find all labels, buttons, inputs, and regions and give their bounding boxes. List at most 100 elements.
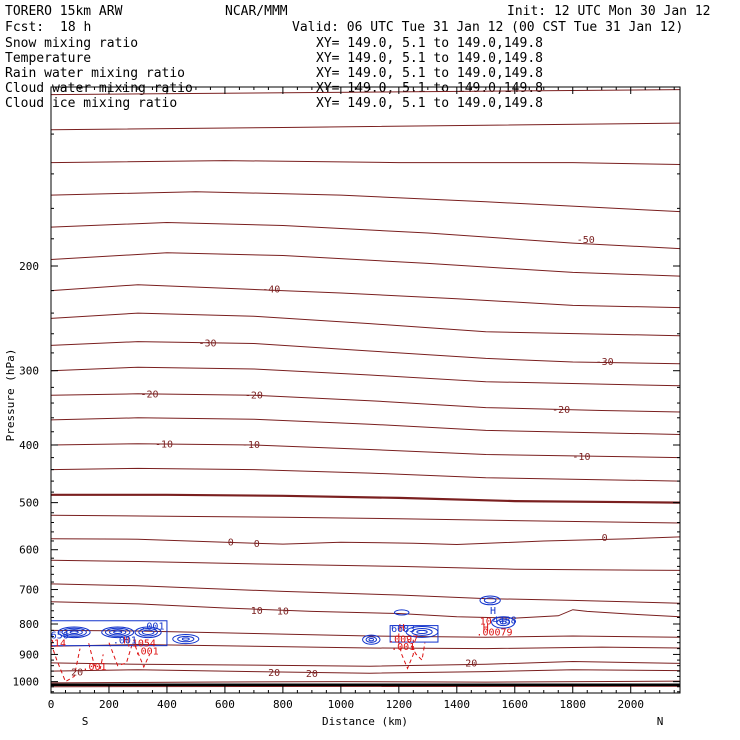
cloud-contour	[65, 629, 83, 636]
rain-label: .1054	[126, 638, 156, 649]
temperature-contour	[51, 559, 680, 571]
temperature-label: 20	[268, 668, 280, 679]
model-title: TORERO 15km ARW	[5, 4, 123, 19]
cloud-contour	[368, 637, 375, 642]
temperature-contour	[51, 89, 680, 96]
y-tick-label: 400	[19, 439, 39, 452]
x-tick-label: 1400	[444, 698, 471, 711]
x-tick-label: 400	[157, 698, 177, 711]
cloud-contour	[61, 627, 87, 637]
legend-xy-cloud-ice: XY= 149.0, 5.1 to 149.0,149.8	[316, 96, 543, 111]
x-axis-left-label: S	[82, 715, 89, 728]
temperature-contour	[51, 341, 680, 365]
temperature-contour	[51, 160, 680, 165]
x-axis-right-label: N	[657, 715, 664, 728]
temperature-label: 20	[306, 669, 318, 680]
legend-label-snow: Snow mixing ratio	[5, 36, 138, 51]
cloud-contour	[416, 629, 428, 635]
x-tick-label: 800	[273, 698, 293, 711]
cloud-contour	[491, 616, 516, 629]
plot-area: -50 -40 -30 -30 -20 -20 -20 -10 -10 -10 0 0 0 10 10 10 2…	[13, 86, 681, 711]
temperature-label: -10	[155, 439, 173, 450]
temperature-label: -30	[596, 357, 614, 368]
temperature-contour	[51, 669, 680, 674]
temperature-contour	[51, 685, 680, 688]
contour-layer: -50 -40 -30 -30 -20 -20 -20 -10 -10 -10 0 0 0 10 10 10 2…	[33, 89, 680, 688]
temperature-label: -30	[198, 339, 216, 350]
cloud-contour	[181, 637, 190, 641]
rain-contour	[108, 642, 133, 667]
cloud-contour	[113, 630, 123, 635]
legend-label-rain: Rain water mixing ratio	[5, 66, 185, 81]
temperature-label: -20	[245, 390, 263, 401]
y-tick-label: 600	[19, 544, 39, 557]
cloud-label: .001	[113, 635, 137, 646]
x-axis-title: Distance (km)	[322, 715, 408, 728]
temperature-contour	[51, 514, 680, 524]
cloud-label: .001	[140, 621, 164, 632]
valid-time: Valid: 06 UTC Tue 31 Jan 12 (00 CST Tue …	[292, 20, 683, 35]
cloud-contour	[483, 597, 497, 604]
cloud-contour	[389, 625, 439, 643]
rain-max-marker: H	[483, 623, 489, 634]
temperature-contour	[51, 191, 680, 213]
rain-label: .001	[391, 642, 415, 653]
cloud-contour	[393, 609, 410, 616]
temperature-label: 10	[277, 606, 289, 617]
cloud-contour	[411, 628, 433, 636]
y-axis-title: Pressure (hPa)	[4, 349, 17, 442]
temperature-label: -40	[262, 284, 280, 295]
temperature-contour	[51, 443, 680, 459]
temperature-contour	[51, 536, 680, 546]
temperature-contour	[51, 122, 680, 131]
temperature-contour	[51, 660, 680, 667]
cloud-contour	[109, 629, 127, 636]
rain-contour	[398, 633, 414, 670]
temperature-label: -10	[572, 452, 590, 463]
org-title: NCAR/MMM	[225, 4, 288, 19]
legend-label-cloud-ice: Cloud ice mixing ratio	[5, 96, 177, 111]
x-tick-label: 2000	[617, 698, 644, 711]
fcst-label: Fcst:	[5, 20, 44, 35]
cloud-contour	[101, 626, 135, 639]
temperature-contour	[51, 629, 680, 638]
rain-label: .00079	[476, 628, 512, 639]
temperature-label: 10	[33, 596, 45, 607]
cloud-contour	[362, 634, 381, 645]
x-tick-label: 0	[48, 698, 55, 711]
temperature-contour	[51, 680, 680, 684]
legend-xy-temperature: XY= 149.0, 5.1 to 149.0,149.8	[316, 51, 543, 66]
rain-contour	[134, 645, 151, 669]
y-tick-label: 1000	[13, 676, 40, 689]
temperature-contour	[51, 393, 680, 413]
temperature-contour	[51, 417, 680, 435]
temperature-label: 0	[228, 537, 234, 548]
temperature-contour	[51, 493, 680, 504]
temperature-contour	[51, 583, 680, 604]
x-tick-label: 600	[215, 698, 235, 711]
x-tick-label: 1200	[386, 698, 413, 711]
x-tick-label: 200	[99, 698, 119, 711]
temperature-contour	[51, 467, 680, 482]
temperature-label: -20	[141, 390, 159, 401]
fcst-value: 18 h	[60, 20, 91, 35]
temperature-label: 0	[254, 539, 260, 550]
cloud-label: 7656	[45, 630, 69, 641]
cloud-contour	[172, 633, 200, 645]
temperature-contour	[51, 221, 680, 250]
temperature-label: 0	[602, 533, 608, 544]
cloud-contour	[405, 625, 439, 638]
y-tick-label: 700	[19, 584, 39, 597]
y-tick-label: 800	[19, 618, 39, 631]
y-tick-label: 500	[19, 497, 39, 510]
legend-xy-cloud-water: XY= 149.0, 5.1 to 149.0,149.8	[316, 81, 543, 96]
x-tick-label: 1800	[560, 698, 587, 711]
temperature-label: 20	[71, 667, 83, 678]
legend-xy-rain: XY= 149.0, 5.1 to 149.0,149.8	[316, 66, 543, 81]
rain-max-marker: H	[123, 635, 129, 646]
temperature-label: -20	[552, 405, 570, 416]
rain-label: .0097	[388, 635, 418, 646]
y-tick-label: 300	[19, 365, 39, 378]
temperature-label: 10	[251, 606, 263, 617]
